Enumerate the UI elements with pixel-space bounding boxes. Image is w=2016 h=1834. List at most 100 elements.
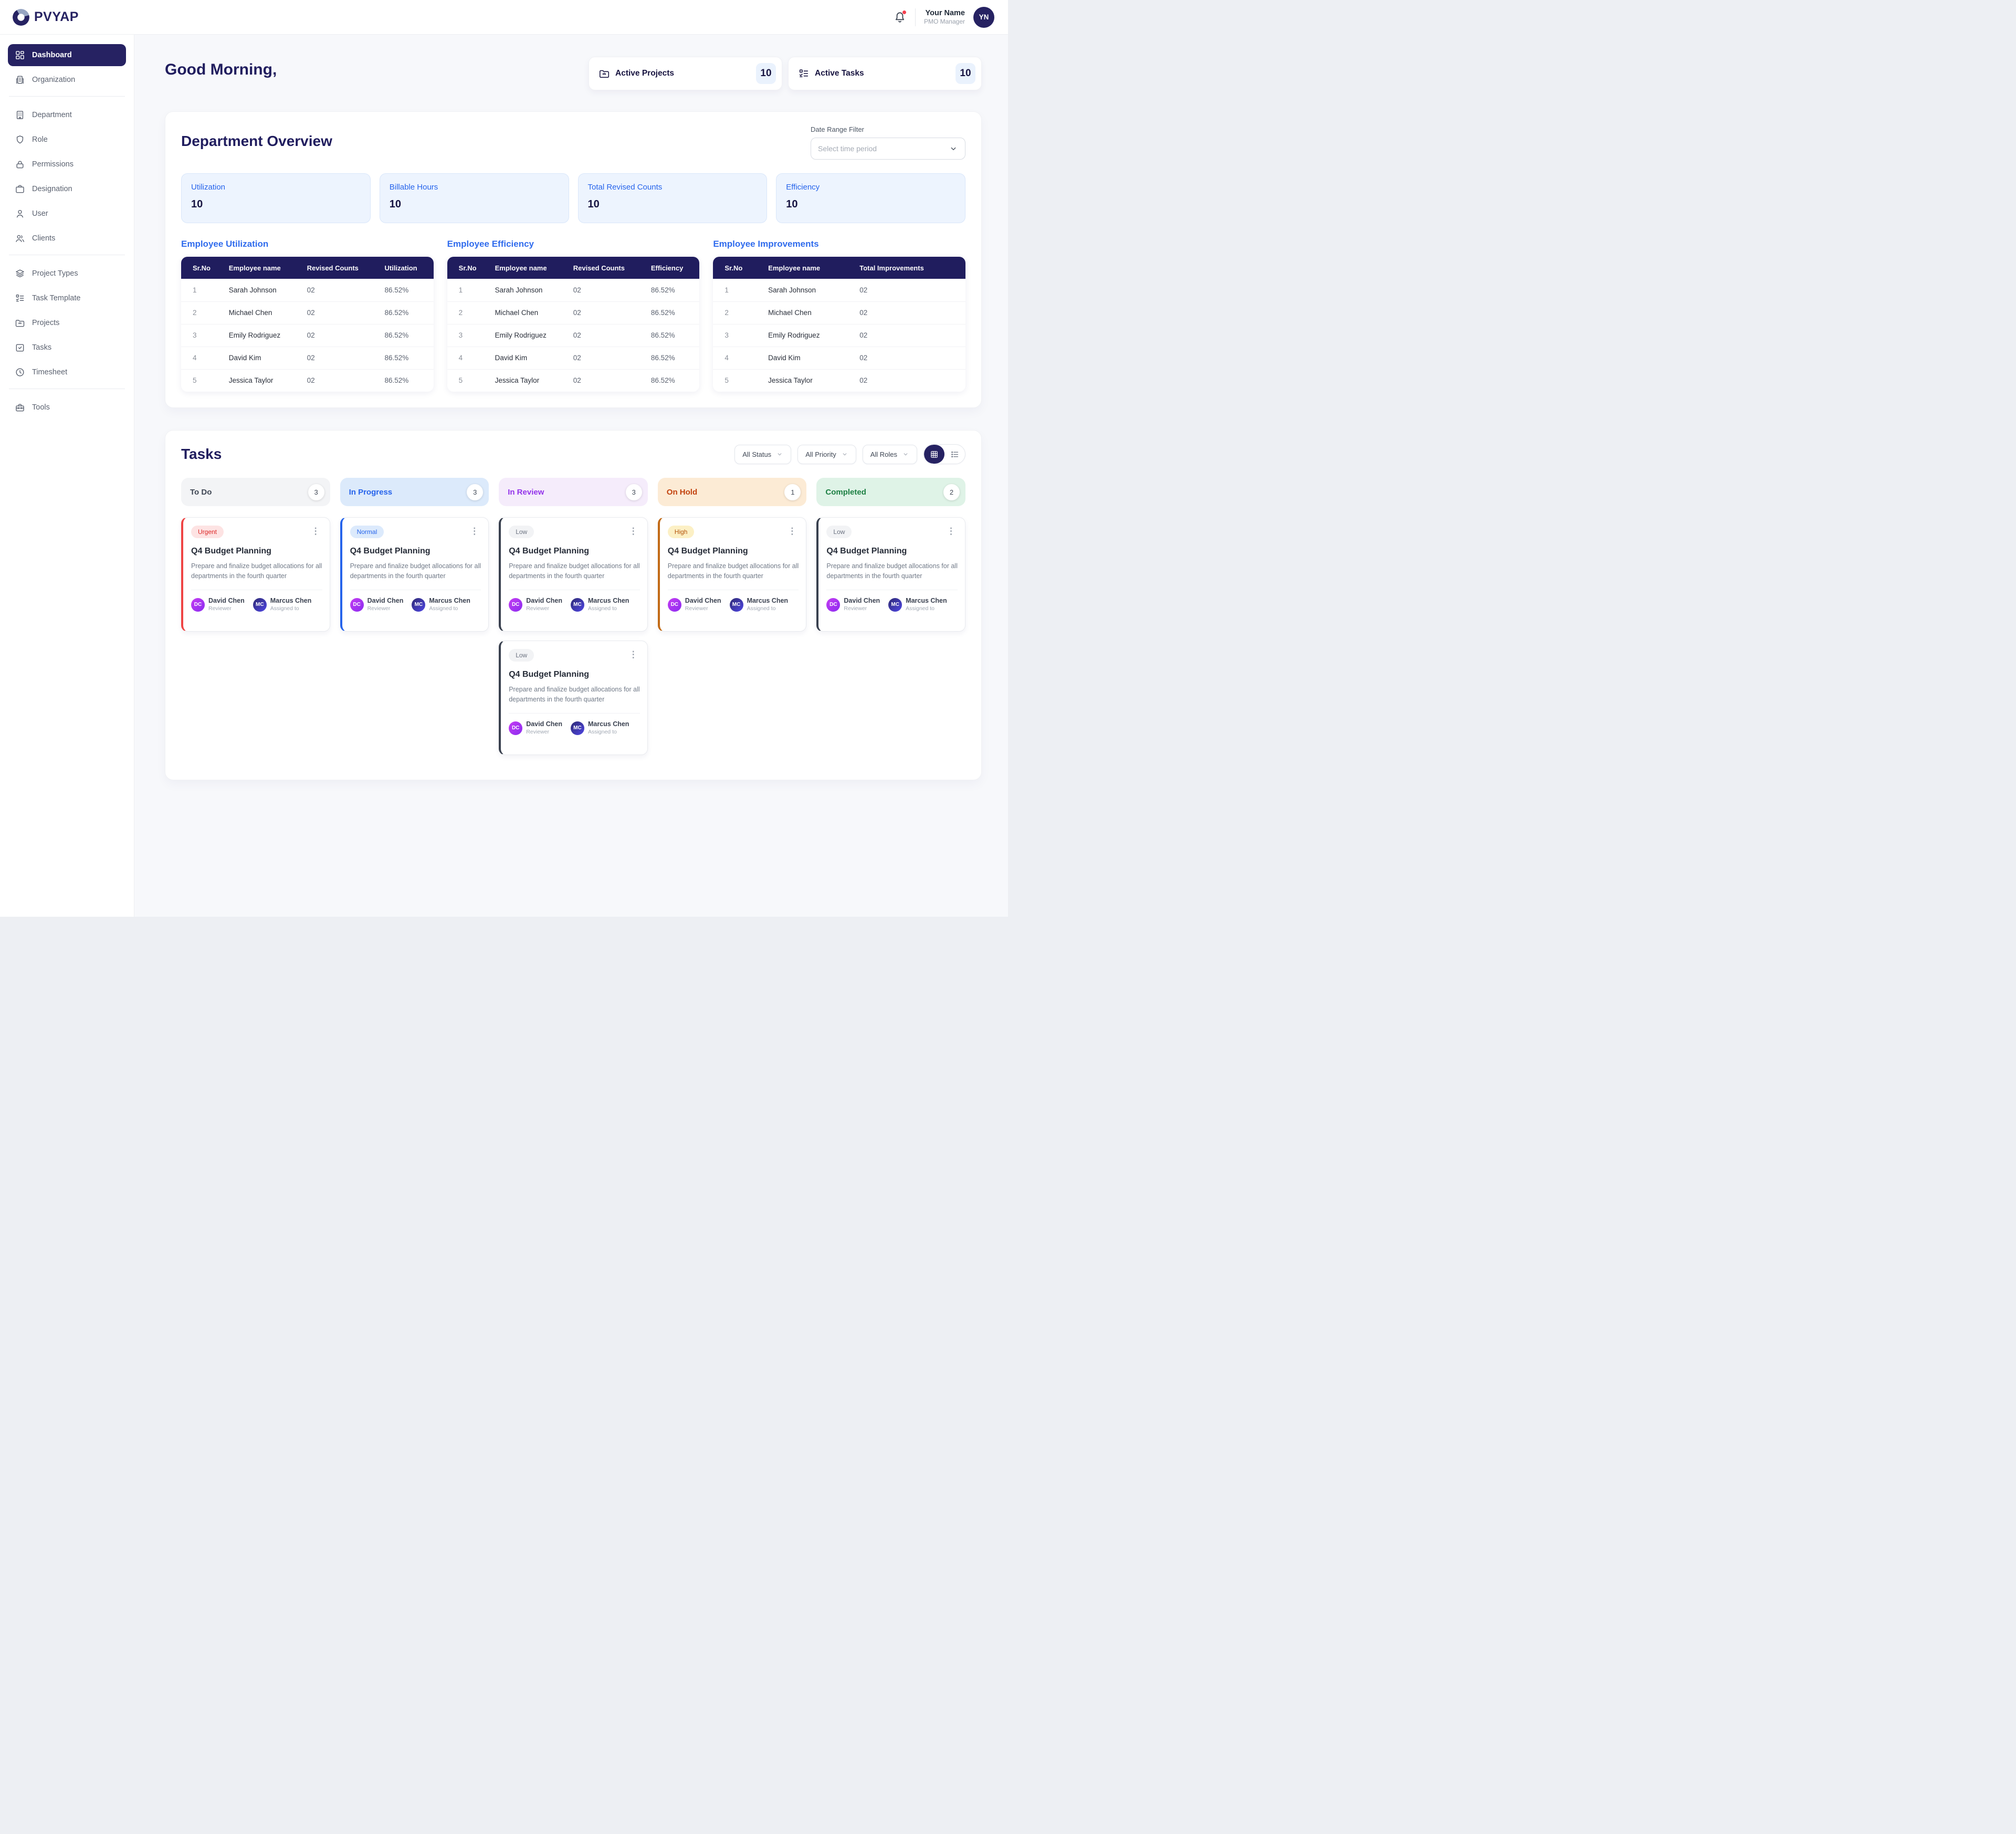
sidebar-item-clients[interactable]: Clients [8, 227, 126, 249]
filter-all-priority[interactable]: All Priority [797, 444, 856, 464]
card-person-assignee: MC Marcus Chen Assigned to [253, 597, 312, 612]
sidebar-item-designation[interactable]: Designation [8, 178, 126, 200]
sidebar-item-timesheet[interactable]: Timesheet [8, 361, 126, 383]
sidebar-item-tasks[interactable]: Tasks [8, 337, 126, 359]
data-table: Sr.No Employee name Total Improvements 1 Sar… [713, 257, 965, 392]
table-title-link[interactable]: Employee Efficiency [447, 239, 534, 249]
table-cell: Michael Chen [764, 301, 856, 324]
kebab-menu-icon[interactable]: ⋮ [311, 526, 320, 536]
user-avatar[interactable]: YN [973, 6, 994, 28]
table-cell: 1 [193, 286, 197, 294]
task-card-people: DC David Chen Reviewer MC Marcus Chen Assigne… [509, 597, 640, 612]
summary-card-value: 10 [956, 63, 975, 84]
table-row: 5 Jessica Taylor 02 [713, 369, 965, 392]
date-range-filter: Date Range Filter Select time period [811, 125, 965, 160]
summary-card-value: 10 [756, 63, 776, 84]
assignee-avatar: MC [253, 598, 267, 612]
sidebar-item-permissions[interactable]: Permissions [8, 153, 126, 175]
table-cell: 86.52% [384, 286, 409, 294]
task-card[interactable]: Urgent ⋮ Q4 Budget Planning Prepare and fin… [181, 517, 330, 632]
task-card[interactable]: Low ⋮ Q4 Budget Planning Prepare and finali… [816, 517, 965, 632]
reviewer-avatar: DC [509, 721, 523, 735]
project-types-icon [15, 268, 25, 279]
table-section-employee-improvements: Employee Improvements Sr.No Employee name T… [713, 239, 965, 392]
task-card[interactable]: Low ⋮ Q4 Budget Planning Prepare and finali… [499, 517, 648, 632]
table-cell: 4 [181, 346, 225, 369]
kebab-menu-icon[interactable]: ⋮ [628, 649, 638, 659]
stat-label: Utilization [191, 183, 226, 192]
task-card[interactable]: Normal ⋮ Q4 Budget Planning Prepare and fin… [340, 517, 489, 632]
task-card-top: Low ⋮ [509, 526, 640, 538]
sidebar-item-project-types[interactable]: Project Types [8, 263, 126, 285]
table-cell: 86.52% [380, 346, 434, 369]
kanban-column-on-hold: On Hold 1 High ⋮ Q4 Budget Planning Prepare a… [657, 478, 807, 641]
table-cell: Jessica Taylor [764, 369, 856, 392]
user-name: Your Name [925, 8, 965, 17]
main-content: Good Morning, Active Projects 10 Active Ta… [134, 35, 1008, 917]
kebab-menu-icon[interactable]: ⋮ [470, 526, 479, 536]
table-cell: David Kim [224, 346, 303, 369]
sidebar-item-label: Tasks [32, 343, 52, 352]
person-meta: David Chen Reviewer [368, 597, 404, 612]
summary-card-active-projects[interactable]: Active Projects 10 [589, 57, 782, 90]
sidebar-item-organization[interactable]: Organization [8, 69, 126, 91]
sidebar-item-task-template[interactable]: Task Template [8, 287, 126, 309]
sidebar-item-dashboard[interactable]: Dashboard [8, 44, 126, 66]
table-cell: 02 [569, 301, 647, 324]
sidebar-item-label: Organization [32, 76, 76, 84]
kebab-menu-icon[interactable]: ⋮ [947, 526, 956, 536]
notifications-bell-icon[interactable] [893, 9, 907, 24]
person-meta: Marcus Chen Assigned to [429, 597, 470, 612]
sidebar-item-role[interactable]: Role [8, 129, 126, 151]
sidebar-item-label: Permissions [32, 160, 74, 169]
column-header-total-improvements: Total Improvements [855, 257, 965, 279]
user-icon [15, 208, 25, 219]
person-meta: Marcus Chen Assigned to [270, 597, 312, 612]
sidebar-item-user[interactable]: User [8, 203, 126, 225]
summary-card-label: Active Tasks [815, 69, 864, 78]
priority-badge-low: Low [509, 649, 534, 662]
kanban-column-header-completed: Completed 2 [816, 478, 965, 506]
person-role: Reviewer [526, 728, 549, 735]
header-divider [915, 8, 916, 26]
sidebar-item-label: Dashboard [32, 51, 72, 59]
kanban-column-count: 3 [308, 484, 324, 500]
assignee-avatar: MC [412, 598, 426, 612]
card-person-assignee: MC Marcus Chen Assigned to [729, 597, 788, 612]
task-card[interactable]: High ⋮ Q4 Budget Planning Prepare and final… [657, 517, 807, 632]
designation-icon [15, 184, 25, 194]
grid-view-button[interactable] [924, 445, 944, 464]
date-range-select[interactable]: Select time period [811, 138, 965, 160]
filter-all-roles[interactable]: All Roles [862, 444, 917, 464]
stat-card-billable-hours: Billable Hours 10 [379, 173, 569, 223]
kanban-board: To Do 3 Urgent ⋮ Q4 Budget Planning Prepare a… [181, 478, 965, 764]
column-header-sr-no: Sr.No [713, 257, 764, 279]
stat-label: Efficiency [786, 183, 820, 192]
tools-icon [15, 402, 25, 413]
table-title-link[interactable]: Employee Utilization [181, 239, 269, 249]
reviewer-avatar: DC [667, 598, 681, 612]
priority-badge-normal: Normal [350, 526, 384, 538]
table-cell: Emily Rodriguez [224, 323, 303, 347]
kebab-menu-icon[interactable]: ⋮ [628, 526, 638, 536]
person-name: David Chen [685, 596, 721, 604]
table-title-link[interactable]: Employee Improvements [713, 239, 819, 249]
person-role: Assigned to [270, 605, 299, 612]
filter-all-status[interactable]: All Status [734, 444, 792, 464]
table-row: 5 Jessica Taylor 02 86.52% [447, 369, 700, 392]
table-card: Sr.No Employee name Revised Counts Utilizat… [181, 257, 434, 392]
sidebar-item-department[interactable]: Department [8, 104, 126, 126]
table-cell: 02 [859, 286, 868, 294]
kanban-column-completed: Completed 2 Low ⋮ Q4 Budget Planning Prepare … [816, 478, 965, 641]
priority-badge-low: Low [826, 526, 852, 538]
stat-label: Total Revised Counts [587, 183, 663, 192]
table-cell: 02 [855, 301, 965, 324]
table-section-employee-efficiency: Employee Efficiency Sr.No Employee name Rev… [447, 239, 700, 392]
sidebar-item-projects[interactable]: Projects [8, 312, 126, 334]
task-card[interactable]: Low ⋮ Q4 Budget Planning Prepare and finali… [499, 641, 648, 755]
view-toggle [923, 444, 965, 464]
list-view-button[interactable] [944, 445, 965, 464]
sidebar-item-tools[interactable]: Tools [8, 396, 126, 418]
summary-card-active-tasks[interactable]: Active Tasks 10 [788, 57, 982, 90]
kebab-menu-icon[interactable]: ⋮ [788, 526, 797, 536]
